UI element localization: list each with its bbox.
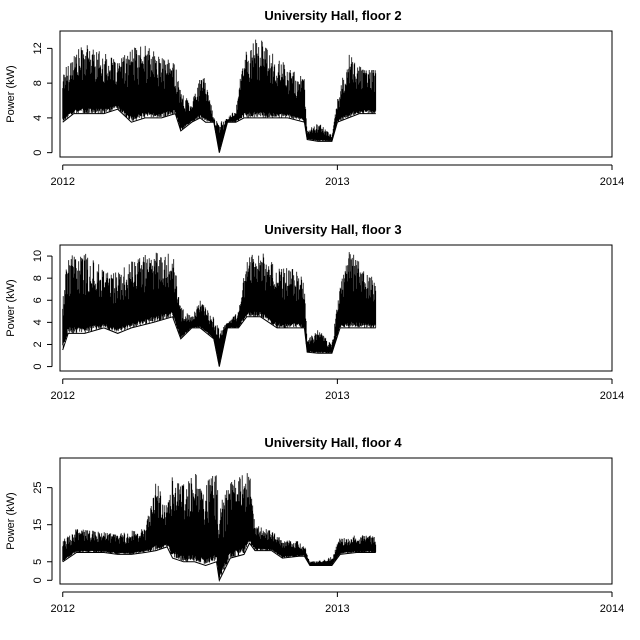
y-tick-label: 12 [32, 42, 44, 54]
y-tick-label: 5 [32, 559, 44, 565]
x-tick-label: 2012 [51, 390, 75, 402]
y-tick-label: 4 [32, 319, 44, 325]
y-tick-label: 8 [32, 80, 44, 86]
panel-floor-4: University Hall, floor 4 Power (kW) 0 5 15… [5, 435, 624, 615]
power-series-line [62, 473, 377, 579]
y-tick-label: 0 [32, 150, 44, 156]
y-axis-label-floor-2: Power (kW) [5, 65, 17, 122]
plot-frame-floor-3 [59, 244, 613, 372]
panel-title-floor-4: University Hall, floor 4 [264, 435, 402, 450]
y-tick-label: 8 [32, 275, 44, 281]
x-ticks-floor-3: 2012 2013 2014 [51, 378, 624, 402]
series-floor-4 [62, 473, 377, 582]
panel-title-floor-2: University Hall, floor 2 [264, 8, 401, 23]
y-tick-label: 15 [32, 519, 44, 531]
y-tick-label: 0 [32, 577, 44, 583]
y-tick-label: 6 [32, 297, 44, 303]
power-series-baseline [62, 108, 376, 153]
panel-floor-3: University Hall, floor 3 Power (kW) 0 2 4 6… [5, 222, 624, 402]
power-series-baseline [62, 316, 376, 367]
y-axis-label-floor-4: Power (kW) [5, 492, 17, 549]
series-floor-2 [62, 39, 377, 153]
y-axis-label-floor-3: Power (kW) [5, 279, 17, 336]
y-tick-label: 10 [32, 250, 44, 262]
panel-title-floor-3: University Hall, floor 3 [264, 222, 401, 237]
panel-floor-2: University Hall, floor 2 Power (kW) 0 4 8 1… [5, 8, 624, 188]
y-ticks-floor-2: 0 4 8 12 [32, 42, 53, 156]
y-ticks-floor-4: 0 5 15 25 [32, 482, 53, 583]
x-ticks-floor-2: 2012 2013 2014 [51, 164, 624, 188]
y-tick-label: 25 [32, 482, 44, 494]
plot-frame-floor-2 [59, 30, 613, 158]
y-tick-label: 0 [32, 364, 44, 370]
x-tick-label: 2013 [325, 390, 349, 402]
x-tick-label: 2012 [51, 603, 75, 615]
y-ticks-floor-3: 0 2 4 6 8 10 [32, 250, 53, 370]
y-tick-label: 2 [32, 341, 44, 347]
x-tick-label: 2014 [600, 390, 624, 402]
series-floor-3 [62, 252, 377, 367]
power-series-line [62, 252, 377, 366]
x-tick-label: 2014 [600, 176, 624, 188]
power-series-baseline [62, 542, 376, 582]
x-tick-label: 2013 [325, 176, 349, 188]
y-tick-label: 4 [32, 115, 44, 121]
power-series-line [62, 39, 377, 151]
x-tick-label: 2013 [325, 603, 349, 615]
x-ticks-floor-4: 2012 2013 2014 [51, 591, 624, 615]
x-tick-label: 2012 [51, 176, 75, 188]
plot-frame-floor-4 [59, 457, 613, 585]
x-tick-label: 2014 [600, 603, 624, 615]
